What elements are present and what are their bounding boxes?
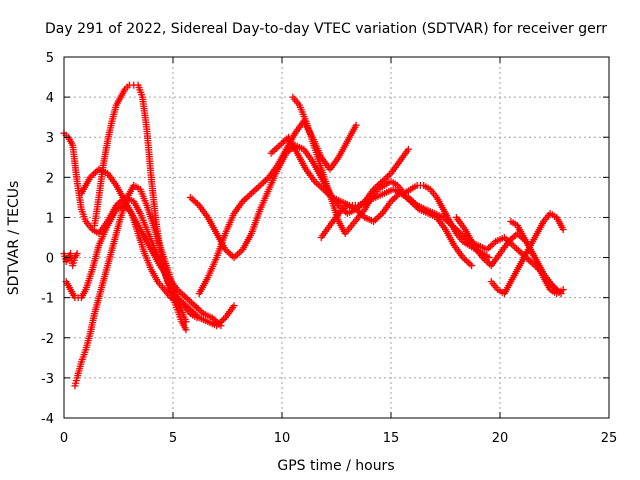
y-tick-label: 3	[46, 131, 54, 146]
y-tick-label: 0	[46, 252, 54, 267]
x-tick-label: 10	[274, 431, 291, 446]
y-tick-label: 2	[46, 171, 54, 186]
y-tick-label: -1	[41, 292, 54, 307]
series-arc-4	[91, 81, 190, 334]
y-axis-label: SDTVAR / TECUs	[6, 181, 22, 296]
y-tick-label: 1	[46, 211, 54, 226]
axis-ticks: -4 -3 -2 -1 0 1 2 3 4 5 0 5 10 15 20 25	[41, 51, 617, 446]
y-tick-label: -4	[41, 412, 54, 427]
data-point-markers	[77, 165, 225, 330]
series-arc-9	[289, 93, 493, 262]
series-arc-13	[507, 217, 567, 298]
x-tick-label: 25	[601, 431, 618, 446]
y-tick-label: 5	[46, 51, 54, 66]
series-arc-5	[77, 165, 225, 330]
y-tick-label: -3	[41, 372, 54, 387]
data-point-markers	[289, 93, 493, 262]
x-tick-label: 0	[60, 431, 68, 446]
x-tick-label: 15	[383, 431, 400, 446]
plot-area	[63, 56, 610, 419]
chart-title: Day 291 of 2022, Sidereal Day-to-day VTE…	[45, 21, 607, 37]
data-point-markers	[91, 81, 190, 334]
x-axis-label: GPS time / hours	[277, 458, 394, 474]
data-point-markers	[507, 217, 567, 298]
x-tick-label: 20	[492, 431, 509, 446]
data-points	[60, 81, 567, 390]
y-tick-label: 4	[46, 91, 54, 106]
x-tick-label: 5	[169, 431, 177, 446]
y-tick-label: -2	[41, 332, 54, 347]
